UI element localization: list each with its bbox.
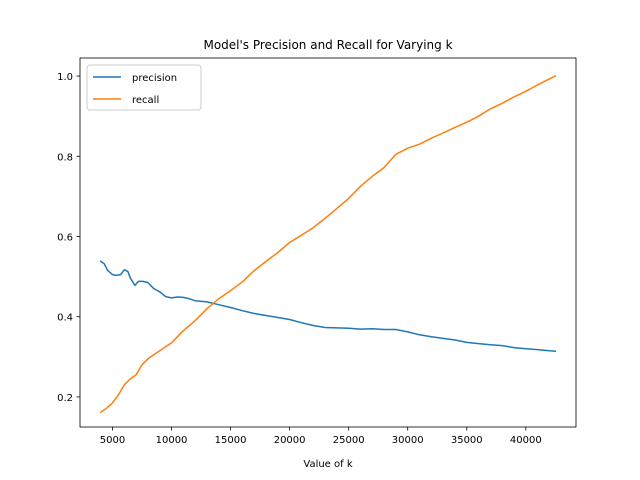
- x-tick-label: 35000: [451, 435, 483, 446]
- axes-frame: [79, 57, 577, 428]
- y-tick-label: 0.6: [57, 232, 73, 243]
- chart-title: Model's Precision and Recall for Varying…: [203, 38, 452, 52]
- x-tick-label: 25000: [333, 435, 365, 446]
- x-tick-label: 5000: [100, 435, 125, 446]
- y-axis: 0.2 0.4 0.6 0.8 1.0: [57, 72, 80, 404]
- x-tick-label: 15000: [215, 435, 247, 446]
- plot-area: [79, 57, 577, 428]
- legend-label-precision: precision: [132, 73, 177, 84]
- y-tick-label: 0.8: [57, 152, 73, 163]
- legend-label-recall: recall: [132, 95, 159, 106]
- x-tick-label: 20000: [274, 435, 306, 446]
- y-tick-label: 0.4: [57, 313, 73, 324]
- y-tick-label: 1.0: [57, 72, 73, 83]
- legend: precision recall: [86, 64, 202, 111]
- x-tick-label: 40000: [510, 435, 542, 446]
- series-line-precision: [99, 260, 557, 352]
- y-tick-label: 0.2: [57, 393, 73, 404]
- x-axis: 5000 10000 15000 20000 25000 30000 35000 40000: [100, 427, 542, 446]
- x-axis-title: Value of k: [303, 459, 352, 470]
- x-tick-label: 10000: [156, 435, 188, 446]
- x-tick-label: 30000: [392, 435, 424, 446]
- series-line-recall: [99, 74, 557, 414]
